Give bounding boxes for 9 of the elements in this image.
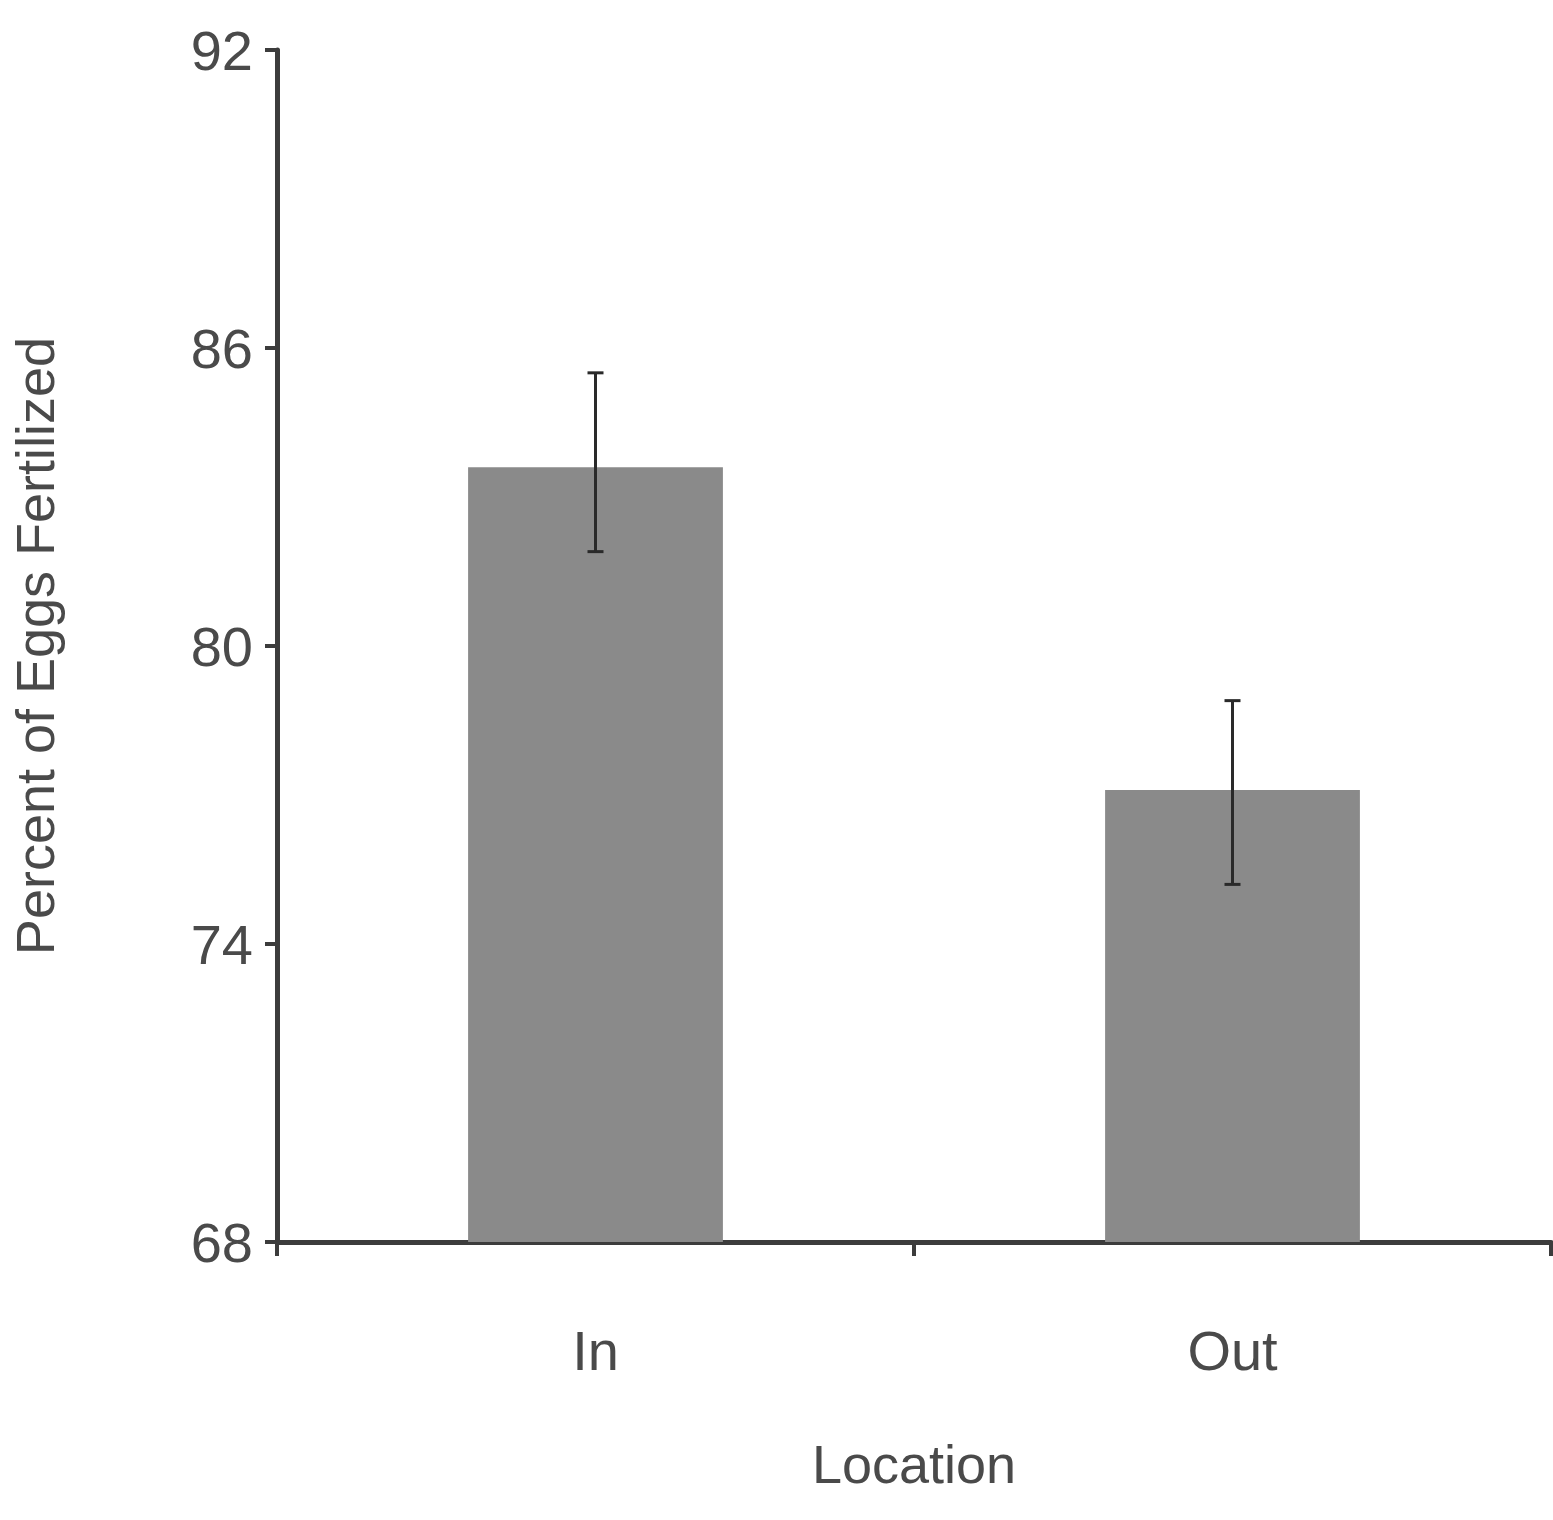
x-axis-title: Location bbox=[811, 1434, 1017, 1494]
y-axis-title: Percent of Eggs Fertilized bbox=[5, 336, 65, 956]
x-tick-label: Out bbox=[1187, 1318, 1279, 1382]
y-tick-label: 86 bbox=[190, 316, 253, 380]
y-tick-label: 80 bbox=[190, 614, 253, 678]
y-tick-label: 92 bbox=[190, 18, 253, 82]
y-tick-label: 74 bbox=[190, 912, 253, 976]
y-tick-label: 68 bbox=[190, 1210, 253, 1274]
x-tick-label: In bbox=[572, 1318, 619, 1382]
